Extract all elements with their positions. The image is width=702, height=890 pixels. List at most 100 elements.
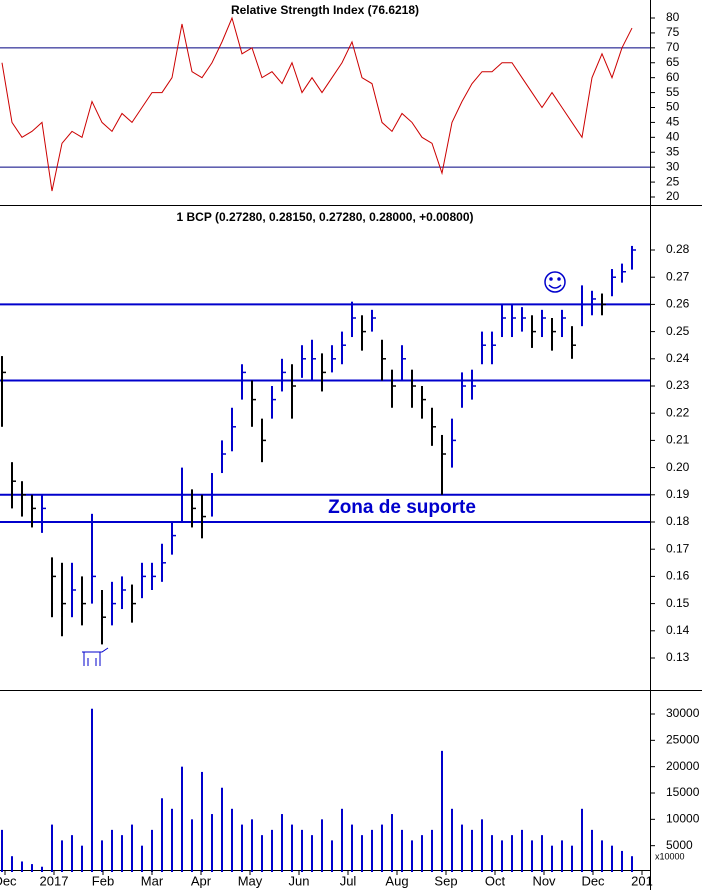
volume-bar xyxy=(141,845,143,872)
volume-bar xyxy=(421,835,423,872)
volume-bar xyxy=(491,835,493,872)
volume-bar xyxy=(441,750,443,872)
y-tick-label: 0.25 xyxy=(666,324,690,338)
volume-bar xyxy=(341,808,343,872)
y-tick-label: 35 xyxy=(666,144,680,158)
y-tick-label: 50 xyxy=(666,100,680,114)
y-tick-label: 15000 xyxy=(666,785,700,799)
y-tick-label: 0.21 xyxy=(666,433,690,447)
x-tick-label: Feb xyxy=(92,873,114,888)
x-tick-label: 2017 xyxy=(40,873,69,888)
volume-bar xyxy=(561,840,563,872)
y-tick-label: 45 xyxy=(666,115,680,129)
volume-bar xyxy=(201,771,203,872)
volume-bar xyxy=(591,829,593,872)
volume-bar xyxy=(111,829,113,872)
volume-bar xyxy=(301,829,303,872)
volume-bar xyxy=(51,824,53,872)
y-tick-label: 0.26 xyxy=(666,297,690,311)
x-tick-label: Aug xyxy=(385,873,408,888)
volume-bar xyxy=(91,708,93,872)
y-tick-label: 5000 xyxy=(666,838,693,852)
volume-bar xyxy=(321,819,323,872)
volume-bar xyxy=(431,829,433,872)
y-tick-label: 0.24 xyxy=(666,351,690,365)
x-tick-label: Mar xyxy=(141,873,164,888)
volume-bar xyxy=(391,814,393,872)
volume-bar xyxy=(371,829,373,872)
volume-bar xyxy=(631,856,633,872)
volume-bar xyxy=(291,824,293,872)
y-tick-label: 0.17 xyxy=(666,541,690,555)
y-tick-label: 55 xyxy=(666,85,680,99)
y-tick-label: 0.23 xyxy=(666,378,690,392)
volume-bar xyxy=(81,845,83,872)
volume-bar xyxy=(461,824,463,872)
volume-bar xyxy=(381,824,383,872)
volume-bar xyxy=(571,845,573,872)
y-tick-label: 20000 xyxy=(666,759,700,773)
volume-bar xyxy=(311,835,313,872)
volume-bar xyxy=(621,850,623,872)
smiley xyxy=(544,271,566,293)
x-tick-label: May xyxy=(238,873,263,888)
volume-bar xyxy=(211,814,213,872)
volume-bar xyxy=(71,835,73,872)
y-tick-label: 0.27 xyxy=(666,269,690,283)
volume-bar xyxy=(471,829,473,872)
volume-bar xyxy=(361,835,363,872)
price-title: 1 BCP (0.27280, 0.28150, 0.27280, 0.2800… xyxy=(176,210,473,224)
y-tick-label: 30000 xyxy=(666,706,700,720)
volume-bar xyxy=(11,856,13,872)
volume-bar xyxy=(121,835,123,872)
y-tick-label: 0.16 xyxy=(666,569,690,583)
volume-bar xyxy=(171,808,173,872)
volume-bar xyxy=(351,824,353,872)
y-tick-label: 0.19 xyxy=(666,487,690,501)
volume-bar xyxy=(61,840,63,872)
annotation: Zona de suporte xyxy=(328,497,476,518)
volume-bar xyxy=(521,829,523,872)
volume-unit: x10000 xyxy=(655,851,685,861)
bull-icon xyxy=(82,647,109,666)
y-tick-label: 0.14 xyxy=(666,623,690,637)
volume-bar xyxy=(331,840,333,872)
y-tick-label: 10000 xyxy=(666,812,700,826)
x-tick-label: Jun xyxy=(289,873,310,888)
y-tick-label: 40 xyxy=(666,130,680,144)
volume-bar xyxy=(221,787,223,872)
y-tick-label: 25000 xyxy=(666,733,700,747)
rsi-line xyxy=(1,16,633,192)
y-tick-label: 0.20 xyxy=(666,460,690,474)
y-tick-label: 0.13 xyxy=(666,650,690,664)
y-tick-label: 0.15 xyxy=(666,596,690,610)
volume-bar xyxy=(541,835,543,872)
volume-bar xyxy=(131,824,133,872)
y-tick-label: 65 xyxy=(666,55,680,69)
volume-bar xyxy=(581,808,583,872)
volume-bar xyxy=(191,819,193,872)
y-tick-label: 80 xyxy=(666,10,680,24)
volume-bar xyxy=(241,824,243,872)
y-tick-label: 0.28 xyxy=(666,242,690,256)
x-tick-label: Nov xyxy=(532,873,556,888)
x-tick-label: 201 xyxy=(631,873,653,888)
volume-bar xyxy=(1,829,3,872)
volume-bar xyxy=(181,766,183,872)
x-tick-label: Apr xyxy=(191,873,212,888)
volume-bar xyxy=(271,829,273,872)
y-tick-label: 0.22 xyxy=(666,405,690,419)
volume-bar xyxy=(451,808,453,872)
y-tick-label: 75 xyxy=(666,25,680,39)
y-tick-label: 0.18 xyxy=(666,514,690,528)
x-tick-label: Dec xyxy=(581,873,605,888)
volume-bar xyxy=(251,819,253,872)
y-tick-label: 20 xyxy=(666,189,680,203)
x-tick-label: Sep xyxy=(434,873,457,888)
volume-bar xyxy=(231,808,233,872)
volume-bar xyxy=(501,840,503,872)
volume-bar xyxy=(281,814,283,872)
x-tick-label: Jul xyxy=(340,873,357,888)
